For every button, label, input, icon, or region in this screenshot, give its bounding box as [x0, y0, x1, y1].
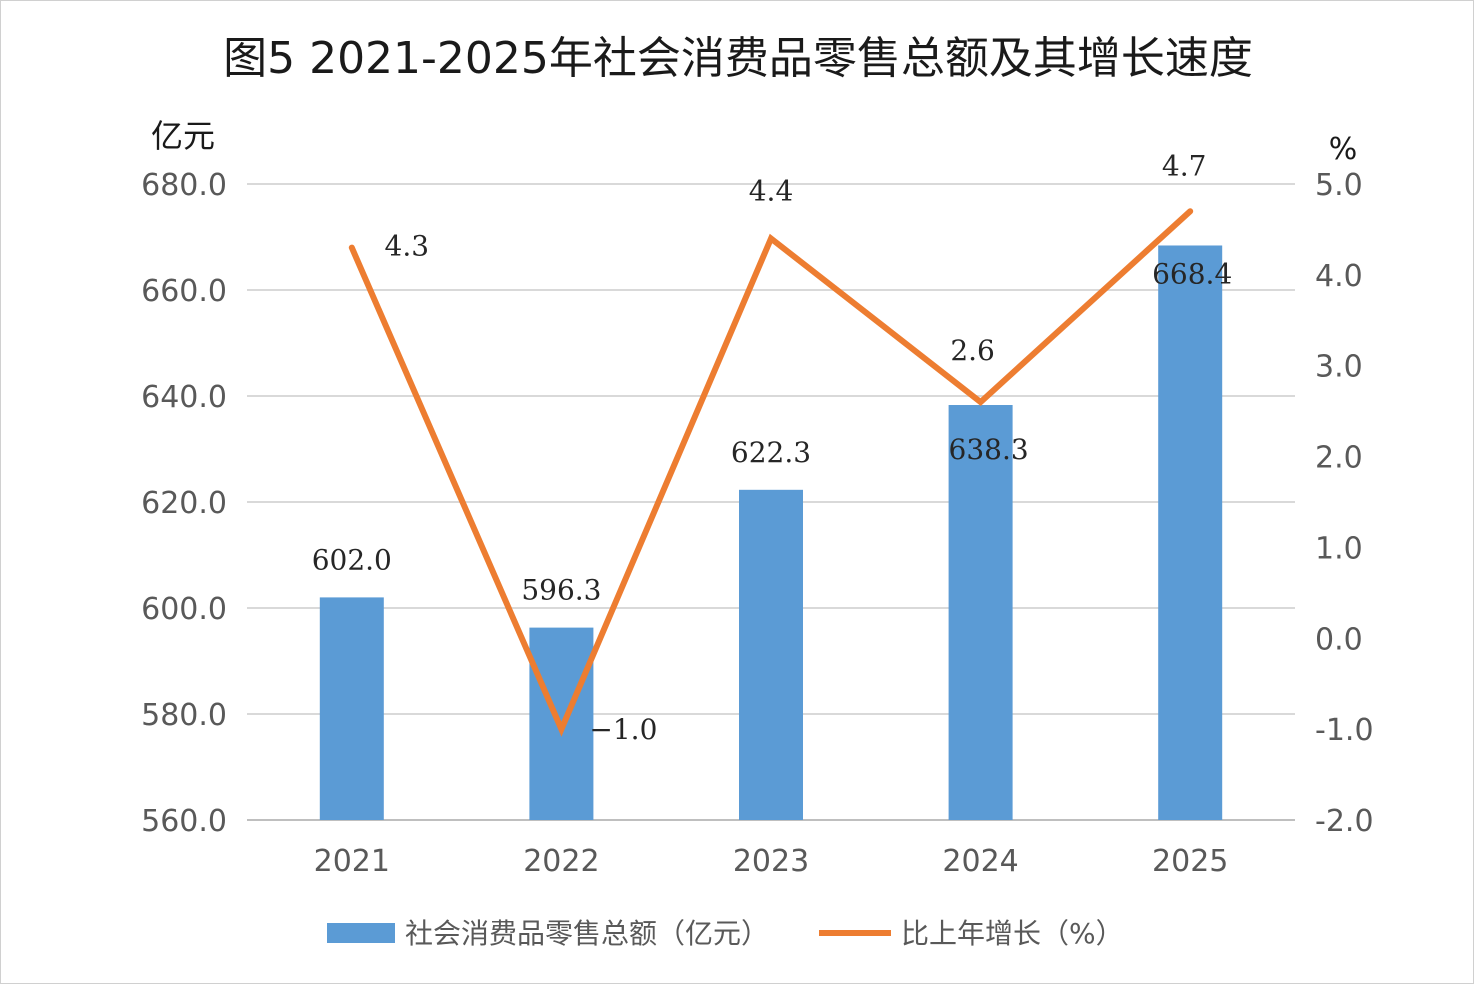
- right-axis-tick-label: -2.0: [1315, 804, 1374, 839]
- bar-data-label-2022: 596.3: [521, 574, 601, 607]
- left-axis-tick-label: 620.0: [141, 486, 227, 521]
- line-data-label-2021: 4.3: [385, 230, 430, 263]
- legend-bar-swatch: [327, 923, 395, 943]
- left-axis-tick-label: 580.0: [141, 698, 227, 733]
- bar-data-labels: 602.0 596.3 622.3 638.3 668.4: [312, 257, 1233, 606]
- line-data-label-2025: 4.7: [1162, 149, 1207, 182]
- bar-data-label-2024: 638.3: [949, 433, 1029, 466]
- left-axis-tick-label: 560.0: [141, 804, 227, 839]
- line-data-label-2023: 4.4: [749, 175, 794, 208]
- left-axis-tick-label: 660.0: [141, 274, 227, 309]
- bar-2021: [319, 597, 384, 820]
- bar-series: [319, 245, 1223, 821]
- bar-2024: [948, 405, 1013, 820]
- x-axis-ticks: 2021 2022 2023 2024 2025: [314, 844, 1229, 879]
- x-axis-tick-label: 2025: [1152, 844, 1228, 879]
- right-axis-tick-label: 1.0: [1315, 531, 1363, 566]
- left-axis-ticks: 560.0 580.0 600.0 620.0 640.0 660.0 680.0: [141, 168, 227, 839]
- right-axis-ticks: -2.0 -1.0 0.0 1.0 2.0 3.0 4.0 5.0: [1315, 168, 1374, 839]
- right-axis-tick-label: 4.0: [1315, 259, 1363, 294]
- right-axis-tick-label: 3.0: [1315, 350, 1363, 385]
- line-data-label-2024: 2.6: [950, 334, 995, 367]
- left-axis-tick-label: 600.0: [141, 592, 227, 627]
- legend-line-label: 比上年增长（%）: [901, 917, 1124, 950]
- right-axis-tick-label: 0.0: [1315, 622, 1363, 657]
- bar-data-label-2021: 602.0: [312, 543, 392, 576]
- x-axis-tick-label: 2024: [942, 844, 1018, 879]
- x-axis-tick-label: 2021: [314, 844, 390, 879]
- bar-2023: [739, 489, 803, 820]
- right-axis-tick-label: 5.0: [1315, 168, 1363, 203]
- right-axis-tick-label: -1.0: [1315, 713, 1374, 748]
- legend: 社会消费品零售总额（亿元） 比上年增长（%）: [327, 917, 1124, 950]
- bar-data-label-2023: 622.3: [731, 436, 811, 469]
- x-axis-tick-label: 2022: [523, 844, 599, 879]
- growth-line: [348, 208, 1194, 737]
- right-axis-unit-label: %: [1329, 132, 1358, 167]
- legend-bar-label: 社会消费品零售总额（亿元）: [405, 917, 769, 950]
- right-axis-tick-label: 2.0: [1315, 441, 1363, 476]
- x-axis-tick-label: 2023: [733, 844, 809, 879]
- chart-title: 图5 2021-2025年社会消费品零售总额及其增长速度: [223, 33, 1253, 84]
- left-axis-tick-label: 640.0: [141, 380, 227, 415]
- bar-data-label-2025: 668.4: [1152, 257, 1232, 290]
- line-data-label-2022: −1.0: [589, 713, 657, 746]
- line-data-labels: 4.3 −1.0 4.4 2.6 4.7: [385, 149, 1207, 746]
- bar-2025: [1158, 245, 1223, 821]
- line-series: [348, 208, 1194, 737]
- left-axis-tick-label: 680.0: [141, 168, 227, 203]
- left-axis-unit-label: 亿元: [151, 117, 215, 155]
